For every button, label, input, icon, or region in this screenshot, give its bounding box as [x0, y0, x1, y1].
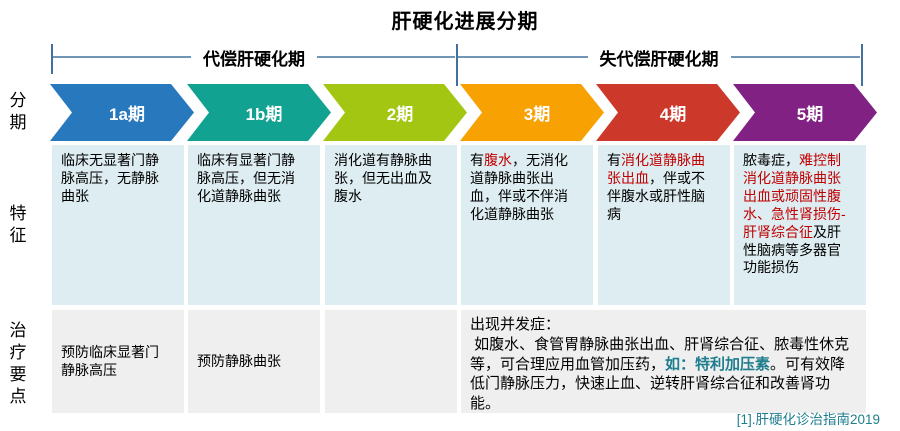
feature-cell-1a: 临床无显著门静脉高压，无静脉曲张	[52, 145, 184, 305]
bracket-line	[317, 56, 455, 58]
treatment-text-1a: 预防临床显著门静脉高压	[61, 343, 159, 378]
bracket-line	[53, 56, 191, 58]
bracket-line	[458, 56, 588, 58]
bracket-tick-middle	[456, 44, 458, 86]
feature-cell-4: 有消化道静脉曲张出血，伴或不伴腹水或肝性脑病	[598, 145, 730, 305]
feature-cell-5: 脓毒症，难控制消化道静脉曲张出血或顽固性腹水、急性肾损伤-肝肾综合征及肝性脑病等…	[734, 145, 866, 305]
treatment-cell-merged: 出现并发症： 如腹水、食管胃静脉曲张出血、肝肾综合征、脓毒性休克等，可合理应用血…	[461, 310, 866, 413]
bracket-line	[730, 56, 860, 58]
row-label-staging: 分期	[9, 91, 27, 133]
treatment-cell-1b: 预防静脉曲张	[188, 310, 320, 413]
stage-arrow-4: 4期	[596, 84, 740, 141]
stage-label-5: 5期	[796, 105, 824, 124]
row-label-treatment: 治疗要点	[9, 321, 27, 407]
row-label-features: 特征	[9, 204, 27, 246]
feature-cell-1b: 临床有显著门静脉高压，但无消化道静脉曲张	[188, 145, 320, 305]
treatment-cell-2	[325, 310, 457, 413]
stage-label-2: 2期	[386, 105, 414, 124]
phase-bracket-compensated: 代偿肝硬化期	[53, 46, 455, 69]
stage-arrow-5: 5期	[733, 84, 877, 141]
stage-label-3: 3期	[523, 105, 551, 124]
bracket-tick-right	[861, 44, 863, 86]
treatment-cell-1a: 预防临床显著门静脉高压	[52, 310, 184, 413]
phase-bracket-decompensated: 失代偿肝硬化期	[458, 46, 860, 69]
feature-cell-2: 消化道有静脉曲张，但无出血及腹水	[325, 145, 457, 305]
stage-label-4: 4期	[659, 105, 687, 124]
reference-footnote: [1].肝硬化诊治指南2019	[736, 412, 880, 427]
stage-arrow-3: 3期	[460, 84, 604, 141]
stage-arrow-2: 2期	[323, 84, 467, 141]
bracket-tick-left	[51, 44, 53, 74]
phase-label-decompensated: 失代偿肝硬化期	[599, 49, 719, 69]
page-title: 肝硬化进展分期	[391, 11, 539, 33]
stage-arrow-1b: 1b期	[187, 84, 331, 141]
feature-cell-3: 有腹水，无消化道静脉曲张出血，伴或不伴消化道静脉曲张	[461, 145, 593, 305]
stage-arrow-1a: 1a期	[50, 84, 194, 141]
phase-label-compensated: 代偿肝硬化期	[203, 49, 305, 69]
stage-label-1a: 1a期	[109, 105, 145, 124]
stage-label-1b: 1b期	[245, 105, 283, 124]
treatment-text-1b: 预防静脉曲张	[197, 352, 281, 369]
